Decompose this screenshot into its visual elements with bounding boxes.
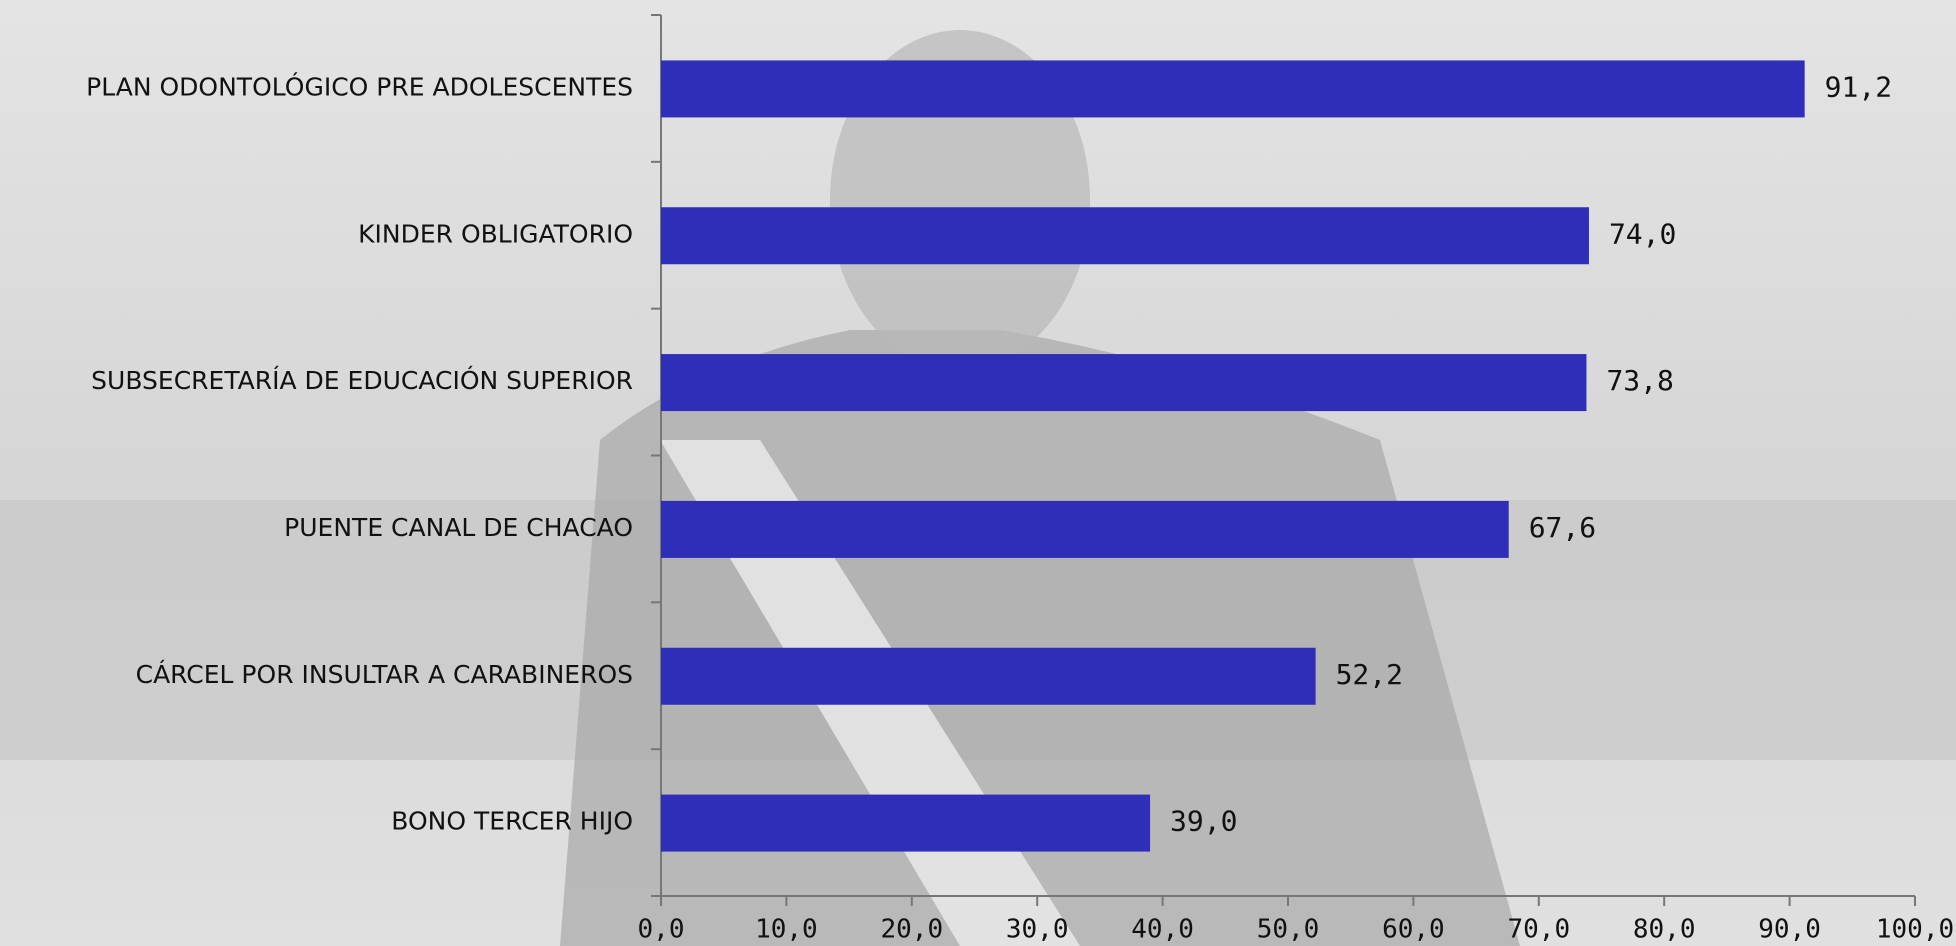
x-tick-label: 30,0 [1006, 915, 1069, 945]
x-tick-label: 50,0 [1257, 915, 1320, 945]
x-tick-label: 70,0 [1507, 915, 1570, 945]
y-tick-label: BONO TERCER HIJO [391, 807, 633, 836]
x-tick-label: 0,0 [638, 915, 685, 945]
y-tick-label: PLAN ODONTOLÓGICO PRE ADOLESCENTES [86, 71, 633, 101]
x-tick-label: 40,0 [1131, 915, 1194, 945]
bar [661, 60, 1805, 117]
bar [661, 501, 1509, 558]
x-tick-label: 80,0 [1633, 915, 1696, 945]
x-tick-label: 90,0 [1758, 915, 1821, 945]
y-tick-label: KINDER OBLIGATORIO [358, 219, 633, 248]
bar [661, 354, 1586, 411]
x-tick-label: 100,0 [1876, 915, 1954, 945]
value-label: 67,6 [1529, 511, 1596, 544]
bar [661, 648, 1316, 705]
y-tick-label: SUBSECRETARÍA DE EDUCACIÓN SUPERIOR [91, 365, 633, 395]
x-tick-label: 60,0 [1382, 915, 1445, 945]
x-tick-label: 10,0 [755, 915, 818, 945]
y-tick-label: CÁRCEL POR INSULTAR A CARABINEROS [136, 660, 633, 689]
bar [661, 795, 1150, 852]
x-tick-label: 20,0 [880, 915, 943, 945]
bar [661, 207, 1589, 264]
y-tick-label: PUENTE CANAL DE CHACAO [284, 513, 633, 542]
value-label: 91,2 [1825, 70, 1892, 103]
chart: 0,0 10,0 20,0 30,0 40,0 50,0 60,0 70,0 80,0 90,0 1… [0, 0, 1956, 946]
value-label: 52,2 [1336, 658, 1403, 691]
value-label: 73,8 [1606, 364, 1673, 397]
value-label: 74,0 [1609, 217, 1676, 250]
value-label: 39,0 [1170, 805, 1237, 838]
